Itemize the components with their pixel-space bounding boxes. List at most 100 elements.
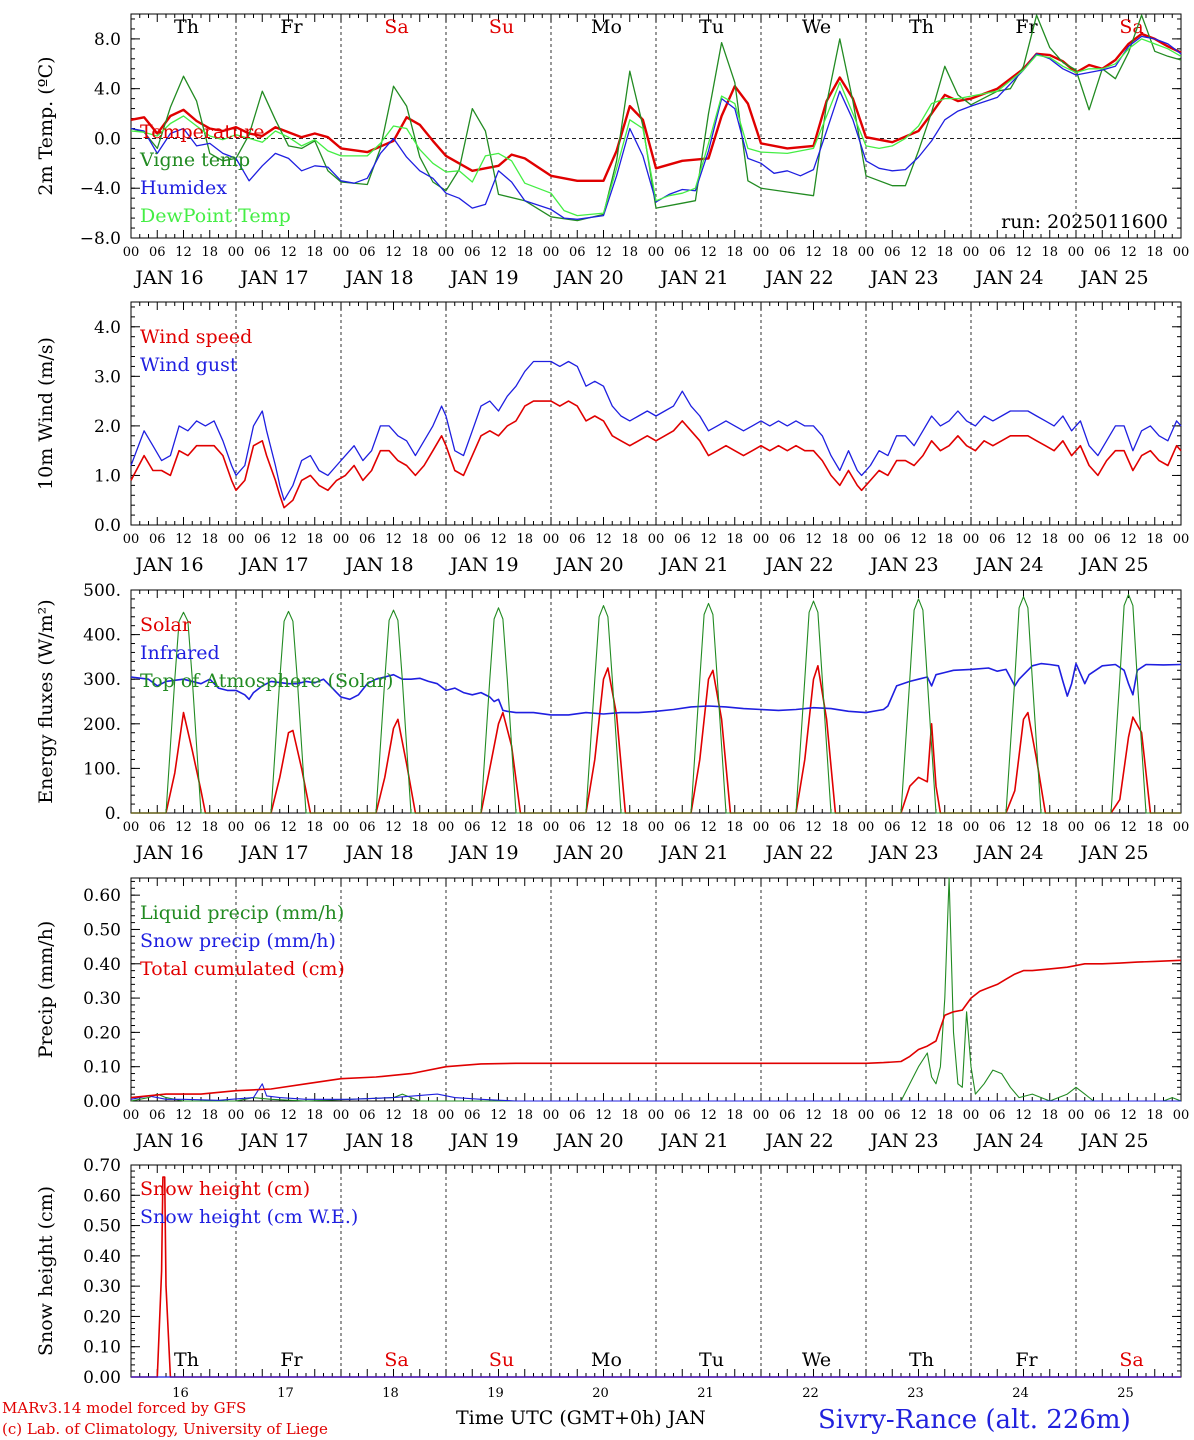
hour-label: 06 (884, 532, 901, 547)
hour-label: 00 (858, 532, 875, 547)
y-tick-label: 0.10 (83, 1058, 121, 1078)
hour-label: 12 (280, 245, 297, 260)
y-tick-label: 3.0 (94, 367, 121, 387)
legend-entry: Snow precip (mm/h) (140, 930, 336, 952)
hour-label: 06 (149, 245, 166, 260)
date-label: JAN 18 (343, 1130, 413, 1152)
date-label: JAN 22 (763, 1130, 833, 1152)
date-number: 19 (487, 1386, 504, 1401)
hour-label: 12 (175, 245, 192, 260)
y-axis-label: 10m Wind (m/s) (35, 337, 57, 490)
date-number: 20 (592, 1386, 609, 1401)
hour-label: 18 (1146, 245, 1163, 260)
hour-label: 00 (1173, 532, 1190, 547)
date-number: 23 (907, 1386, 924, 1401)
series-line-liquid-precip-mm-h- (130, 877, 1182, 1102)
weekday-label: We (802, 16, 831, 38)
hour-label: 18 (831, 532, 848, 547)
hour-label: 12 (1120, 532, 1137, 547)
chart-panel-3: 0. 100. 200. 300. 400. 500. Energy fluxes (W/m… (35, 581, 1189, 864)
date-label: JAN 20 (553, 1130, 623, 1152)
hour-label: 12 (385, 532, 402, 547)
hour-label: 06 (569, 820, 586, 835)
hour-label: 06 (359, 1108, 376, 1123)
hour-label: 00 (438, 532, 455, 547)
series-line-wind-speed (130, 400, 1182, 509)
hour-label: 00 (1173, 820, 1190, 835)
hour-label: 06 (1094, 1108, 1111, 1123)
hour-label: 00 (858, 245, 875, 260)
hour-label: 06 (779, 245, 796, 260)
date-label: JAN 25 (1078, 842, 1148, 864)
date-label: JAN 19 (448, 842, 518, 864)
hour-label: 00 (858, 820, 875, 835)
hour-label: 18 (831, 1108, 848, 1123)
y-tick-label: 0.50 (83, 920, 121, 940)
hour-label: 12 (385, 245, 402, 260)
y-axis-label: Precip (mm/h) (35, 921, 57, 1059)
y-tick-label: 2.0 (94, 417, 121, 437)
hour-label: 18 (1041, 532, 1058, 547)
y-tick-label: 0.20 (83, 1307, 121, 1327)
hour-label: 06 (674, 820, 691, 835)
y-tick-label: 4.0 (94, 318, 121, 338)
date-label: JAN 21 (658, 554, 728, 576)
hour-label: 18 (936, 245, 953, 260)
date-label: JAN 21 (658, 1130, 728, 1152)
hour-label: 18 (516, 820, 533, 835)
y-tick-label: 0.60 (83, 886, 121, 906)
legend-entry: Vigne temp (139, 149, 250, 171)
hour-label: 06 (359, 532, 376, 547)
hour-label: 12 (490, 820, 507, 835)
hour-label: 12 (1015, 820, 1032, 835)
series-line-top-of-atmosphere-solar- (131, 593, 1181, 814)
weekday-label: Tu (699, 1349, 724, 1371)
hour-label: 00 (333, 532, 350, 547)
date-label: JAN 24 (973, 842, 1043, 864)
weekday-label: Th (909, 1349, 934, 1371)
hour-label: 12 (910, 1108, 927, 1123)
weekday-label: Sa (1119, 1349, 1143, 1371)
date-label: JAN 23 (868, 554, 938, 576)
series-line-dewpoint-temp (130, 38, 1182, 217)
hour-label: 00 (1068, 1108, 1085, 1123)
station-title: Sivry-Rance (alt. 226m) (818, 1405, 1131, 1435)
weekday-label: Mo (591, 1349, 622, 1371)
hour-label: 18 (306, 820, 323, 835)
date-label: JAN 25 (1078, 1130, 1148, 1152)
chart-panel-2: 0.0 1.0 2.0 3.0 4.0 10m Wind (m/s) 00 06 12 18 00 0… (35, 301, 1190, 576)
y-tick-label: 0.30 (83, 1277, 121, 1297)
weekday-label: We (802, 1349, 831, 1371)
series-line-wind-gust (130, 360, 1182, 501)
hour-label: 18 (201, 1108, 218, 1123)
hour-label: 18 (831, 820, 848, 835)
weekday-label: Su (489, 1349, 514, 1371)
weekday-label: Th (174, 1349, 199, 1371)
hour-label: 00 (438, 245, 455, 260)
hour-label: 00 (963, 1108, 980, 1123)
hour-label: 12 (805, 820, 822, 835)
date-number: 22 (802, 1386, 819, 1401)
y-tick-label: 0.00 (83, 1368, 121, 1388)
y-tick-label: 500. (83, 581, 121, 601)
credits-line-1: MARv3.14 model forced by GFS (2, 1399, 246, 1417)
hour-label: 12 (910, 245, 927, 260)
y-tick-label: 0. (105, 804, 121, 824)
hour-label: 18 (831, 245, 848, 260)
hour-label: 00 (228, 820, 245, 835)
hour-label: 06 (359, 245, 376, 260)
hour-label: 00 (648, 532, 665, 547)
hour-label: 06 (674, 1108, 691, 1123)
hour-label: 12 (910, 820, 927, 835)
hour-label: 00 (753, 1108, 770, 1123)
hour-label: 12 (1015, 245, 1032, 260)
legend-entry: Infrared (140, 642, 220, 664)
hour-label: 06 (149, 1108, 166, 1123)
hour-label: 12 (175, 820, 192, 835)
y-tick-label: 0.50 (83, 1217, 121, 1237)
legend-entry: Top of Atmosphere (Solar) (140, 670, 393, 692)
hour-label: 06 (1094, 820, 1111, 835)
x-axis-title: Time UTC (GMT+0h) JAN (456, 1407, 706, 1429)
hour-label: 06 (464, 820, 481, 835)
hour-label: 06 (464, 532, 481, 547)
